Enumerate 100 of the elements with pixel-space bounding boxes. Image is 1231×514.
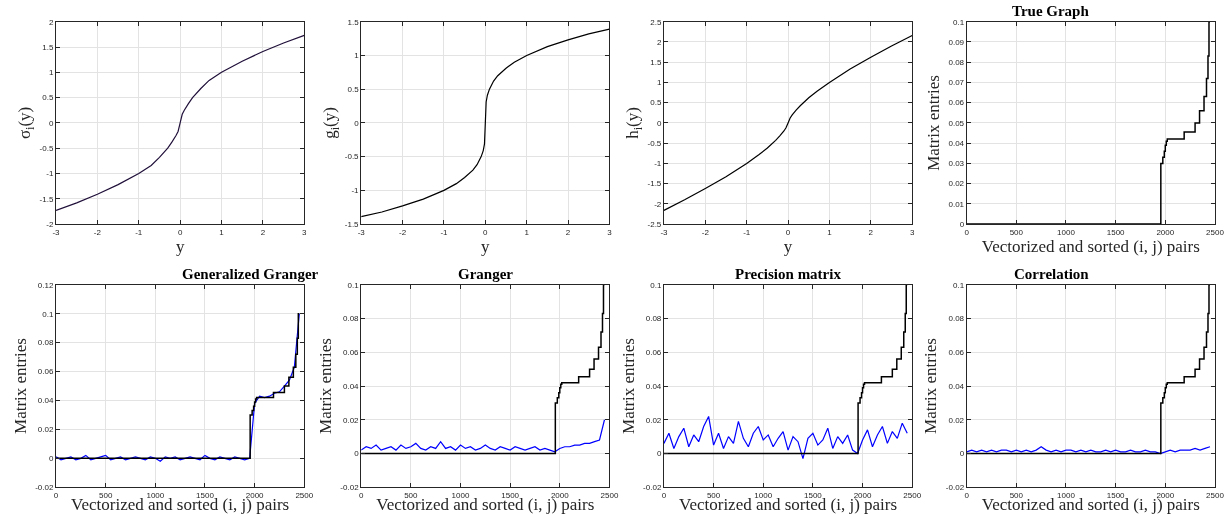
y-tick-label: 0: [48, 454, 54, 464]
y-tick-label: 0.02: [948, 415, 965, 425]
y-tick-label: 0.08: [37, 338, 54, 348]
x-axis-title: y: [783, 237, 793, 257]
y-tick-label: -2: [46, 219, 54, 229]
y-tick-label: -1: [351, 186, 360, 196]
y-tick-label: 2.5: [650, 17, 662, 27]
y-tick-label: 0.06: [948, 348, 965, 358]
x-tick-label: 2500: [295, 490, 314, 500]
x-tick-label: 1500: [803, 490, 823, 500]
y-tick-label: -1.5: [344, 219, 360, 229]
x-tick-label: 0: [483, 227, 489, 237]
y-tick-label: 0.1: [347, 280, 360, 290]
x-tick-label: 0: [785, 227, 791, 237]
y-axis-title: Matrix entries: [315, 338, 335, 434]
y-tick-label: 0.5: [650, 98, 662, 108]
y-tick-label: -0.02: [35, 483, 54, 493]
x-tick-label: 1500: [1106, 490, 1126, 500]
y-tick-label: -0.02: [945, 483, 965, 493]
y-tick-label: 0.08: [948, 57, 965, 67]
line-series: [361, 28, 610, 218]
x-tick-label: -2: [701, 227, 710, 237]
y-tick-label: 0.06: [343, 348, 360, 358]
line-series: [361, 419, 606, 453]
y-tick-label: 0.02: [645, 415, 662, 425]
x-tick-label: 1000: [146, 490, 165, 500]
x-tick-label: 1: [524, 227, 530, 237]
y-tick-label: -1.5: [647, 179, 662, 189]
x-tick-label: 1000: [754, 490, 773, 500]
y-tick-label: 1: [354, 51, 360, 61]
y-tick-label: 0.06: [37, 367, 54, 377]
x-tick-label: 1: [827, 227, 833, 237]
x-tick-label: 2: [868, 227, 874, 237]
y-tick-label: -2: [654, 199, 662, 209]
y-axis-title: Matrix entries: [924, 74, 944, 171]
y-tick-label: 0.01: [948, 199, 965, 209]
y-tick-label: 0: [48, 118, 54, 128]
y-tick-label: 0.1: [42, 309, 54, 319]
y-tick-label: -1: [654, 159, 662, 169]
y-tick-label: -0.5: [39, 144, 54, 154]
y-axis-title: Matrix entries: [618, 338, 638, 434]
y-tick-label: 0: [656, 118, 662, 128]
x-tick-label: 500: [404, 490, 419, 500]
chart-title: Correlation: [1014, 266, 1090, 282]
y-tick-label: 0: [656, 449, 662, 459]
x-tick-label: 2500: [903, 490, 922, 500]
x-tick-label: 2500: [600, 490, 619, 500]
y-tick-label: 0: [959, 449, 965, 459]
y-tick-label: 1.5: [650, 57, 662, 67]
y-tick-label: 0.08: [343, 314, 360, 324]
y-tick-label: 0.1: [650, 280, 662, 290]
y-tick-label: 0.04: [645, 381, 662, 391]
chart-title: Generalized Granger: [182, 266, 319, 282]
x-tick-label: 2: [260, 227, 266, 237]
y-tick-label: 0.08: [948, 314, 965, 324]
x-tick-label: 2500: [1206, 227, 1225, 237]
line-series: [663, 415, 908, 460]
x-tick-label: 3: [302, 227, 308, 237]
x-tick-label: 0: [177, 227, 183, 237]
x-tick-label: -2: [399, 227, 407, 237]
x-tick-label: 2000: [1156, 227, 1175, 237]
y-tick-label: -2.5: [647, 219, 662, 229]
y-tick-label: 0.04: [37, 396, 54, 406]
chart-title: True Graph: [1012, 3, 1090, 19]
y-tick-label: -0.5: [344, 152, 360, 162]
y-tick-label: 0.06: [948, 98, 965, 108]
y-tick-label: 0.12: [37, 280, 54, 290]
y-tick-label: 0.04: [343, 381, 360, 391]
x-tick-label: 500: [1009, 490, 1024, 500]
x-tick-label: -1: [135, 227, 143, 237]
y-tick-label: 1.5: [42, 42, 54, 52]
x-tick-label: 2: [565, 227, 571, 237]
y-tick-label: 0.05: [948, 118, 965, 128]
y-tick-label: 0.08: [645, 314, 662, 324]
y-tick-label: 0.5: [42, 93, 54, 103]
x-tick-label: -1: [440, 227, 449, 237]
x-tick-label: -2: [93, 227, 102, 237]
x-tick-label: 500: [706, 490, 721, 500]
y-tick-label: -0.02: [643, 483, 662, 493]
y-tick-label: 0: [354, 449, 360, 459]
y-tick-label: 2: [48, 17, 54, 27]
line-series: [56, 34, 305, 212]
x-axis-title: y: [481, 237, 491, 257]
y-tick-label: 0.03: [948, 159, 965, 169]
line-series: [663, 34, 913, 211]
y-tick-label: 0.1: [952, 17, 965, 27]
x-tick-label: -3: [52, 227, 61, 237]
x-tick-label: 3: [909, 227, 915, 237]
x-tick-label: 1000: [451, 490, 470, 500]
y-axis-title: Matrix entries: [921, 338, 941, 434]
x-tick-label: 1000: [1057, 227, 1076, 237]
y-tick-label: 0: [959, 219, 965, 229]
x-tick-label: 1000: [1057, 490, 1076, 500]
y-tick-label: 0.06: [645, 348, 662, 358]
y-tick-label: 1.5: [347, 17, 360, 27]
y-tick-label: 0.1: [952, 280, 965, 290]
line-series: [966, 446, 1211, 455]
y-axis-title: Matrix entries: [10, 338, 30, 434]
x-tick-label: 3: [607, 227, 613, 237]
x-tick-label: 500: [1009, 227, 1024, 237]
